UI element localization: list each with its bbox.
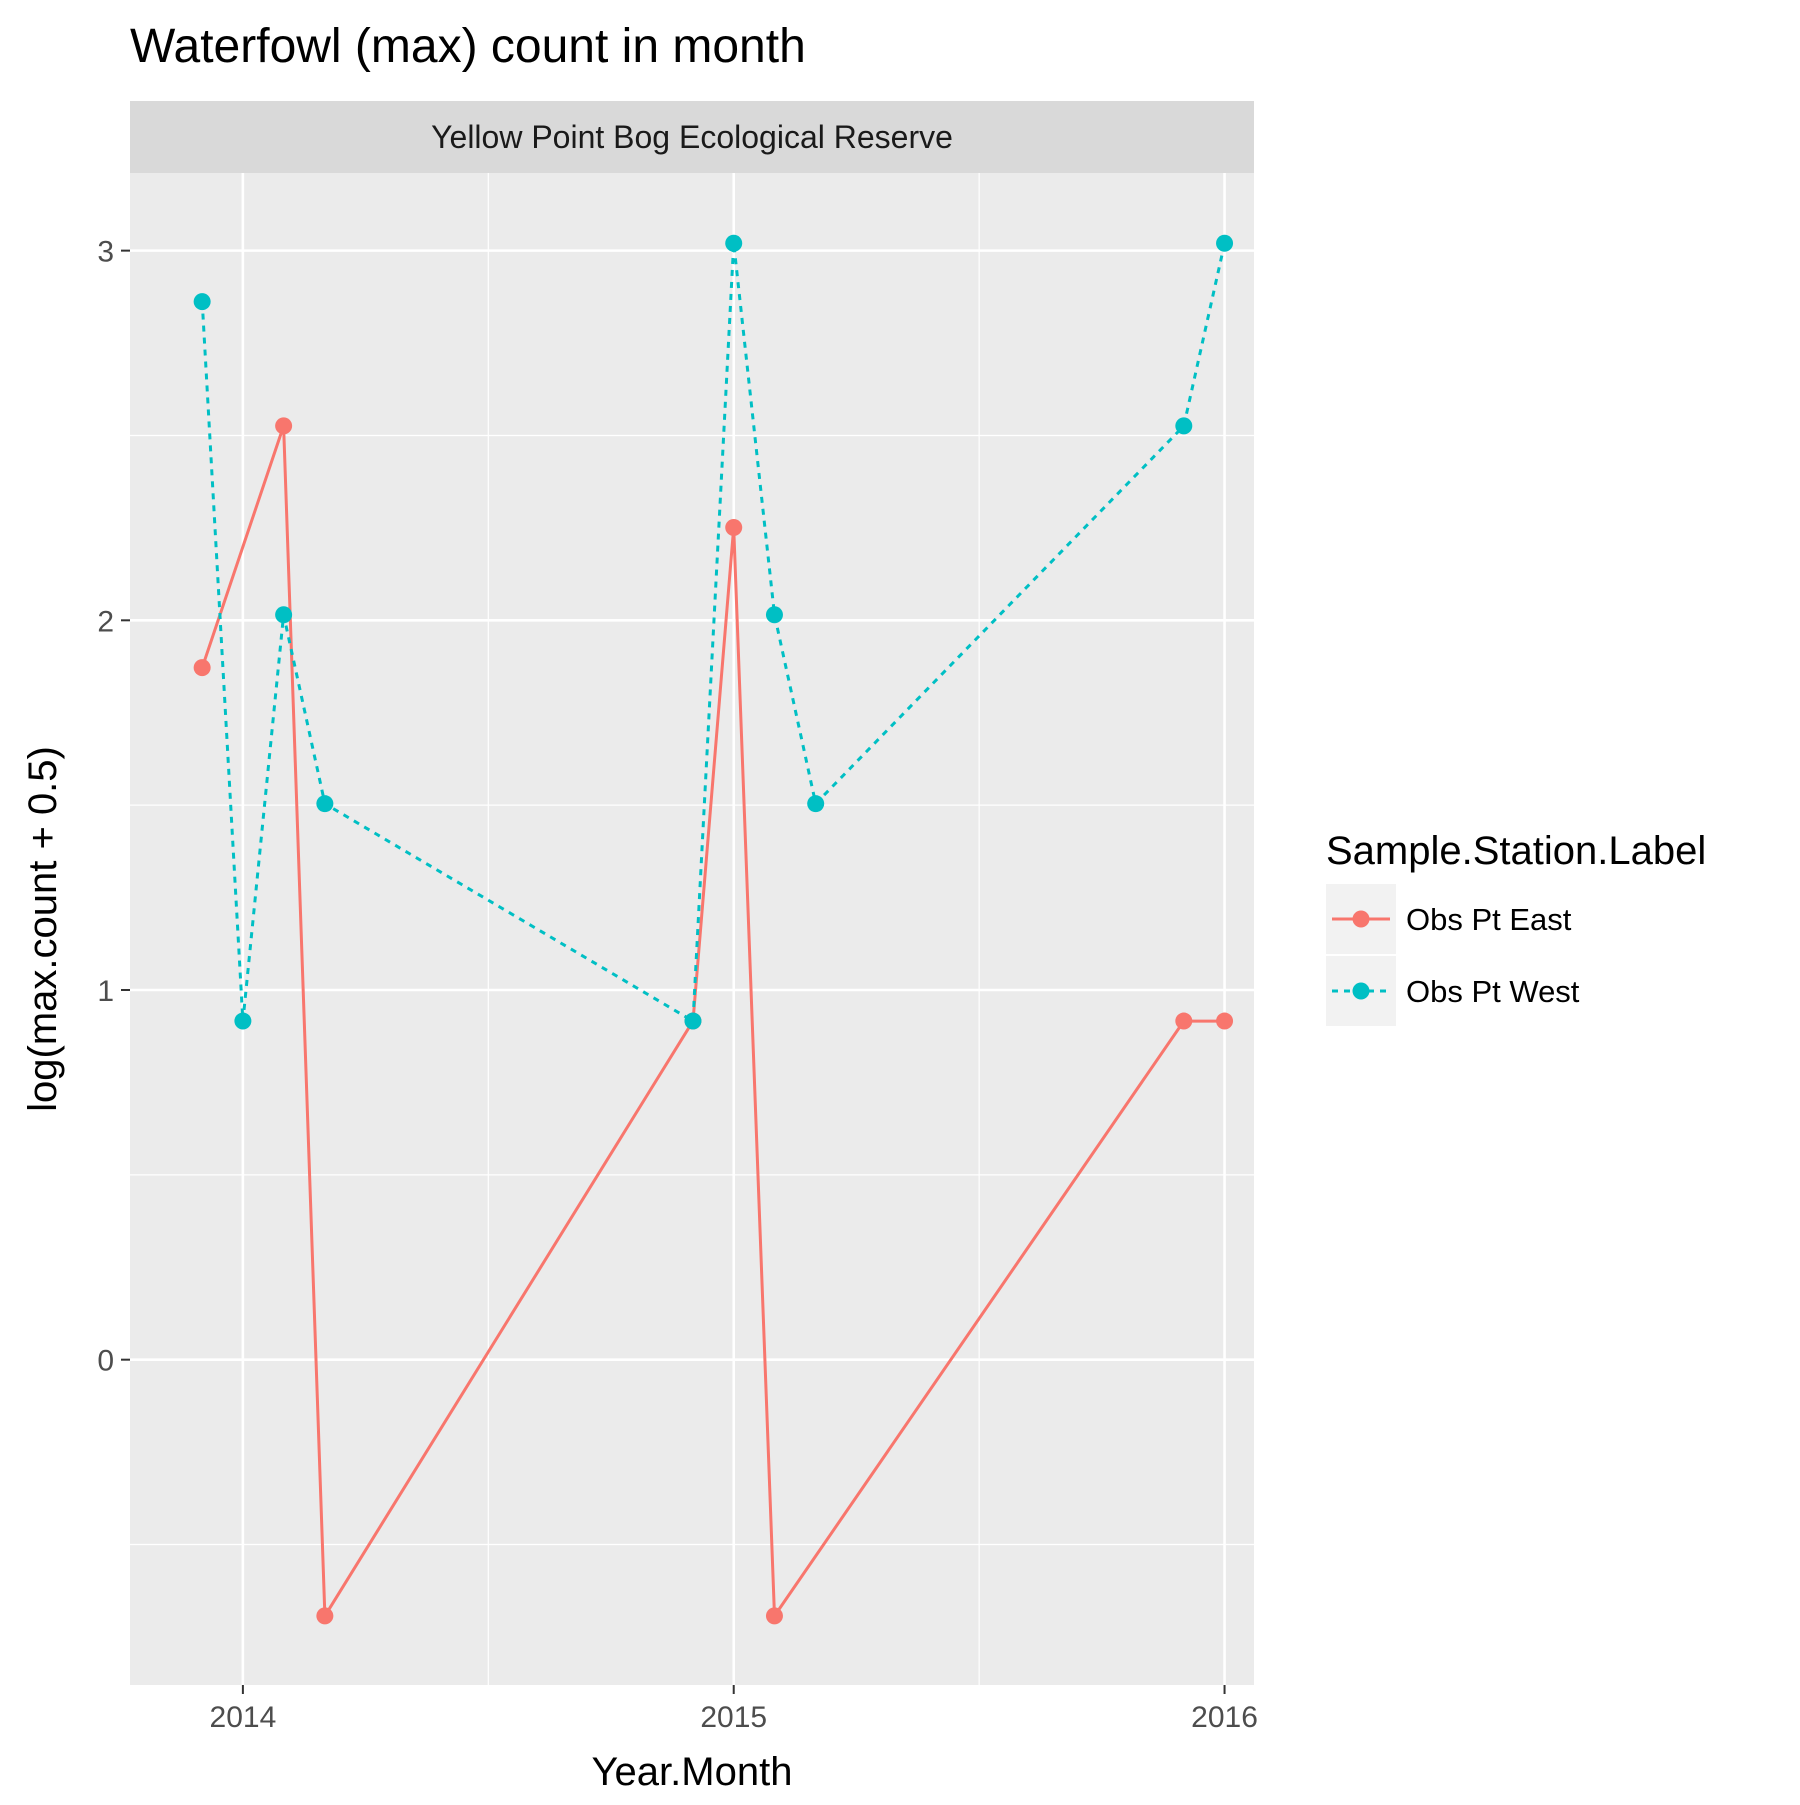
data-point: [725, 234, 743, 252]
y-axis-title: log(max.count + 0.5): [21, 746, 65, 1112]
legend-key-point: [1352, 982, 1370, 1000]
data-point: [807, 795, 825, 813]
x-tick-label: 2014: [210, 1701, 277, 1734]
x-axis-title: Year.Month: [592, 1750, 793, 1794]
data-point: [316, 795, 334, 813]
data-point: [234, 1012, 252, 1030]
y-tick-label: 3: [97, 236, 114, 269]
plot-panel: [130, 173, 1254, 1685]
data-point: [1175, 417, 1193, 435]
data-point: [765, 606, 783, 624]
data-series: [193, 234, 1234, 1625]
legend-key-point: [1352, 910, 1370, 928]
series-line: [200, 424, 1225, 1618]
legend: Sample.Station.Label Obs Pt East Obs Pt W…: [1326, 829, 1706, 1026]
series-line: [200, 241, 1227, 1023]
legend-label: Obs Pt West: [1406, 974, 1580, 1009]
legend-label: Obs Pt East: [1406, 902, 1572, 937]
y-tick-label: 2: [97, 605, 114, 638]
facet-label: Yellow Point Bog Ecological Reserve: [431, 119, 953, 155]
data-point: [1175, 1012, 1193, 1030]
data-point: [193, 293, 211, 311]
x-tick-label: 2015: [700, 1701, 767, 1734]
facet-strip: [130, 101, 1254, 173]
chart-title: Waterfowl (max) count in month: [130, 20, 806, 73]
data-point: [1216, 1012, 1234, 1030]
data-point: [1216, 234, 1234, 252]
y-tick-label: 0: [97, 1345, 114, 1378]
data-point: [275, 417, 293, 435]
data-point: [193, 659, 211, 677]
data-point: [316, 1607, 334, 1625]
x-tick-label: 2016: [1191, 1701, 1258, 1734]
data-point: [725, 519, 743, 537]
axes: 0 1 2 3 2014 2015 2016: [97, 236, 1258, 1734]
data-point: [275, 606, 293, 624]
legend-title: Sample.Station.Label: [1326, 829, 1706, 873]
y-tick-label: 1: [97, 975, 114, 1008]
data-point: [684, 1012, 702, 1030]
data-point: [765, 1607, 783, 1625]
